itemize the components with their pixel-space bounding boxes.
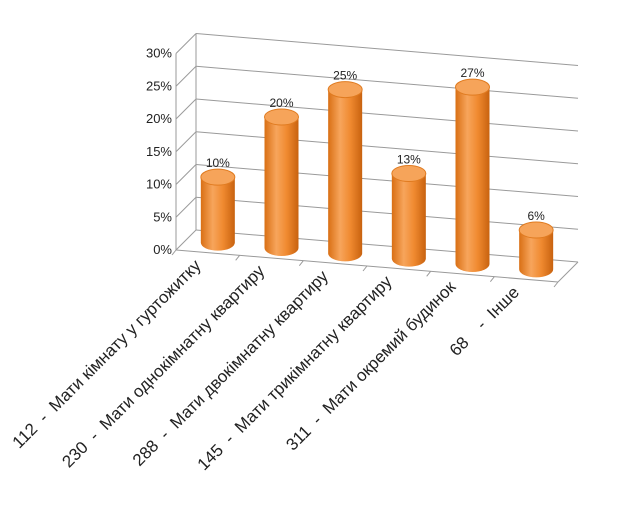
- bar-body: [264, 117, 299, 256]
- bar-body: [519, 230, 554, 278]
- gridline: [195, 229, 579, 263]
- side-gridline: [175, 131, 197, 153]
- bar-body: [391, 173, 426, 267]
- y-tick-label: 10%: [146, 177, 172, 192]
- bar-top: [391, 165, 427, 183]
- bar-top: [327, 81, 363, 99]
- data-label: 20%: [269, 96, 293, 110]
- y-axis-ticks: 0% 5% 10% 15% 20% 25% 30%: [146, 46, 172, 258]
- bar: [455, 78, 490, 273]
- data-label: 6%: [527, 209, 545, 223]
- side-gridline: [175, 196, 197, 218]
- x-tick: [489, 276, 495, 282]
- x-tick: [298, 260, 304, 266]
- bar-top: [455, 78, 490, 96]
- gridline: [195, 98, 579, 132]
- y-tick-label: 15%: [146, 144, 172, 159]
- y-tick-label: 5%: [153, 209, 172, 224]
- bar: [518, 221, 554, 278]
- y-tick-label: 20%: [146, 111, 172, 126]
- bar-body: [455, 87, 490, 273]
- gridline: [195, 131, 579, 165]
- side-gridline: [175, 65, 197, 87]
- gridline: [195, 33, 579, 66]
- x-tick: [426, 271, 432, 277]
- side-gridline: [175, 229, 197, 251]
- y-tick-label: 30%: [146, 46, 172, 61]
- x-tick: [235, 255, 241, 261]
- bar: [264, 108, 299, 256]
- bar-top: [518, 221, 554, 239]
- bar-top: [264, 108, 299, 126]
- y-tick-label: 0%: [153, 242, 172, 257]
- x-tick: [553, 281, 559, 288]
- side-gridline: [175, 33, 197, 54]
- bar: [200, 168, 236, 251]
- side-gridline: [175, 98, 197, 120]
- data-labels: 10% 20% 25% 13% 27% 6%: [206, 66, 545, 223]
- bar-body: [200, 177, 235, 251]
- gridline: [195, 196, 579, 230]
- grid: [171, 33, 579, 288]
- data-label: 10%: [206, 156, 230, 170]
- x-tick: [171, 249, 177, 256]
- bars: [200, 78, 554, 278]
- gridline: [195, 164, 579, 197]
- y-tick-label: 25%: [146, 78, 172, 93]
- x-tick: [362, 265, 368, 272]
- floor-right-edge: [557, 261, 579, 283]
- gridline: [195, 65, 579, 99]
- data-label: 25%: [333, 69, 357, 83]
- side-gridline: [175, 164, 197, 185]
- bar: [327, 81, 363, 262]
- bar-body: [328, 89, 363, 262]
- data-label: 13%: [397, 153, 421, 167]
- category-label: 68 - Інше: [446, 283, 523, 360]
- data-label: 27%: [460, 66, 484, 80]
- bar-top: [200, 168, 236, 186]
- bar: [391, 165, 427, 267]
